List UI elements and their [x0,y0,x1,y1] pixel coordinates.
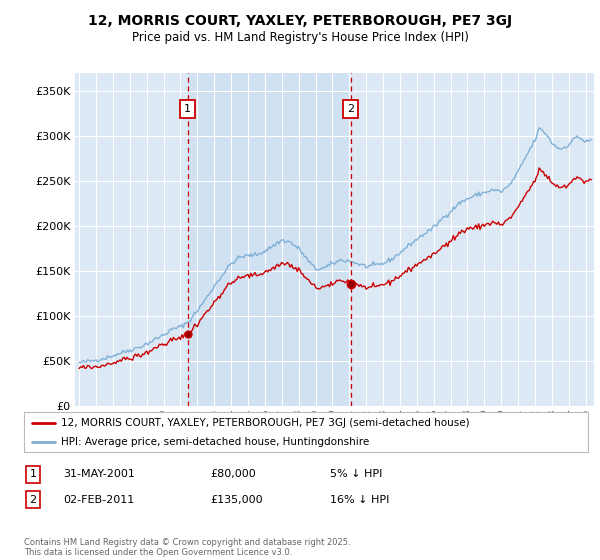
Text: 2: 2 [347,104,354,114]
Text: 1: 1 [29,469,37,479]
Bar [188,73,350,406]
Text: £135,000: £135,000 [210,494,263,505]
Text: 31-MAY-2001: 31-MAY-2001 [63,469,135,479]
Text: 02-FEB-2011: 02-FEB-2011 [63,494,134,505]
Text: Price paid vs. HM Land Registry's House Price Index (HPI): Price paid vs. HM Land Registry's House … [131,31,469,44]
Text: HPI: Average price, semi-detached house, Huntingdonshire: HPI: Average price, semi-detached house,… [61,437,369,447]
Text: 16% ↓ HPI: 16% ↓ HPI [330,494,389,505]
Text: Contains HM Land Registry data © Crown copyright and database right 2025.
This d: Contains HM Land Registry data © Crown c… [24,538,350,557]
Text: £80,000: £80,000 [210,469,256,479]
Text: 12, MORRIS COURT, YAXLEY, PETERBOROUGH, PE7 3GJ: 12, MORRIS COURT, YAXLEY, PETERBOROUGH, … [88,14,512,28]
Text: 2: 2 [29,494,37,505]
Text: 1: 1 [184,104,191,114]
Text: 12, MORRIS COURT, YAXLEY, PETERBOROUGH, PE7 3GJ (semi-detached house): 12, MORRIS COURT, YAXLEY, PETERBOROUGH, … [61,418,469,428]
Text: 5% ↓ HPI: 5% ↓ HPI [330,469,382,479]
